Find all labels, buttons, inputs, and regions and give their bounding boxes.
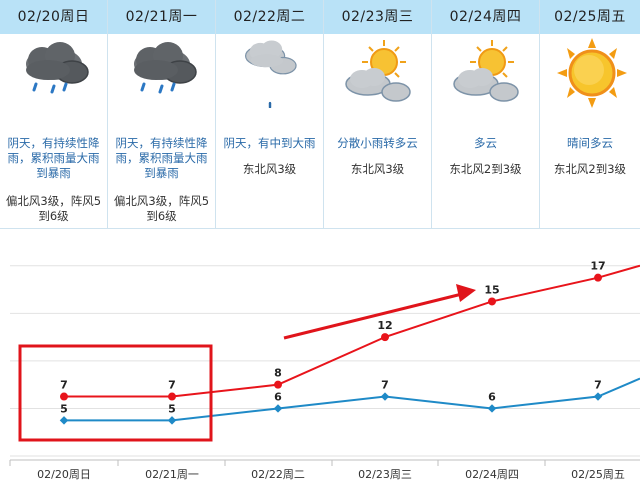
rain-cloud-icon <box>26 42 89 94</box>
day-date: 02/25周五 <box>540 0 640 34</box>
day-date: 02/20周日 <box>0 0 107 34</box>
x-tick-label: 02/21周一 <box>145 468 199 481</box>
data-label: 17 <box>590 260 605 273</box>
day-description: 阴天，有持续性降雨，累积雨量大雨到暴雨 <box>115 136 208 180</box>
day-wind: 东北风3级 <box>350 162 405 176</box>
day-wind: 偏北风3级，阵风5到6级 <box>5 194 102 223</box>
highlight-rectangle <box>18 344 213 442</box>
data-point <box>380 392 390 401</box>
data-point <box>488 297 496 306</box>
temperature-chart: 02/20周日 02/21周一 02/22周二 02/23周三 02/24周四 02/25… <box>0 232 640 488</box>
day-description: 阴天，有中到大雨 <box>223 136 316 150</box>
temperature-chart-svg: 02/20周日 02/21周一 02/22周二 02/23周三 02/24周四 02/25… <box>9 260 640 481</box>
data-point <box>593 392 603 401</box>
data-point <box>273 404 283 413</box>
data-label: 7 <box>381 379 389 392</box>
x-tick-label: 02/25周五 <box>571 468 625 481</box>
series-line <box>64 377 640 422</box>
data-point <box>487 404 497 413</box>
day-date: 02/22周二 <box>216 0 323 34</box>
day-wind: 偏北风3级，阵风5到6级 <box>113 194 210 223</box>
forecast-day: 02/22周二 阴天，有中到大雨 东北风3级 <box>216 0 324 228</box>
data-point <box>168 392 176 401</box>
forecast-day: 02/21周一 阴天，有持续性降雨，累积雨量大雨到暴雨 偏北风3级，阵风5到6级 <box>108 0 216 228</box>
forecast-strip: 02/20周日 阴天，有持续性降雨，累积雨量大雨到暴雨 偏北风3级，阵风5到6级… <box>0 0 640 228</box>
trend-arrow-head <box>456 284 476 302</box>
data-label: 12 <box>377 319 392 332</box>
data-label: 6 <box>274 390 282 403</box>
day-description: 分散小雨转多云 <box>337 136 418 150</box>
data-point <box>59 416 69 425</box>
trend-arrow-shaft <box>283 292 463 340</box>
day-wind: 东北风3级 <box>242 162 297 176</box>
series-line <box>64 264 640 398</box>
overcast-drizzle-icon <box>244 40 297 108</box>
day-description: 阴天，有持续性降雨，累积雨量大雨到暴雨 <box>7 136 100 180</box>
day-description: 晴间多云 <box>567 136 613 150</box>
day-description: 多云 <box>474 136 497 150</box>
data-label: 7 <box>60 379 68 392</box>
data-point <box>274 380 282 389</box>
day-wind: 东北风2到3级 <box>449 162 522 176</box>
forecast-day: 02/20周日 阴天，有持续性降雨，累积雨量大雨到暴雨 偏北风3级，阵风5到6级 <box>0 0 108 228</box>
data-label: 8 <box>274 367 282 380</box>
sunny-icon <box>557 38 627 108</box>
forecast-day: 02/25周五 晴间多云 东北风2到3级 <box>540 0 640 228</box>
data-point <box>60 392 68 401</box>
x-tick-label: 02/24周四 <box>465 468 519 481</box>
partly-cloudy-icon <box>345 40 411 102</box>
forecast-day: 02/24周四 多云 东北风2到3级 <box>432 0 540 228</box>
chart-top-border <box>0 228 640 229</box>
rain-cloud-icon <box>134 42 197 94</box>
x-tick-label: 02/20周日 <box>37 468 91 481</box>
data-label: 15 <box>484 283 499 296</box>
data-point <box>381 333 389 342</box>
partly-cloudy-icon <box>453 40 519 102</box>
day-date: 02/23周三 <box>324 0 431 34</box>
day-wind: 东北风2到3级 <box>553 162 627 176</box>
data-label: 6 <box>488 390 496 403</box>
data-label: 5 <box>60 402 68 415</box>
data-point <box>594 273 602 282</box>
data-label: 5 <box>168 402 176 415</box>
data-point <box>167 416 177 425</box>
data-label: 7 <box>168 379 176 392</box>
x-tick-label: 02/23周三 <box>358 468 412 481</box>
forecast-day: 02/23周三 分散小雨转多云 东北风3级 <box>324 0 432 228</box>
day-date: 02/21周一 <box>108 0 215 34</box>
day-date: 02/24周四 <box>432 0 539 34</box>
data-label: 7 <box>594 379 602 392</box>
x-tick-label: 02/22周二 <box>251 468 305 481</box>
